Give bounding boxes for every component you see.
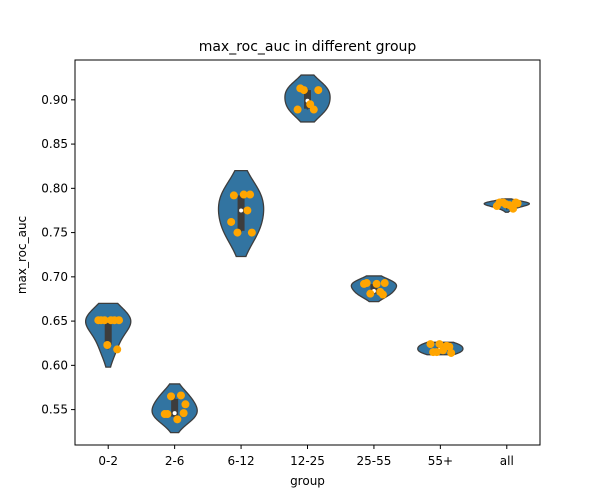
data-point-0-2 — [106, 316, 115, 325]
data-point-all — [501, 200, 510, 209]
data-point-6-12 — [247, 228, 256, 237]
data-point-55+ — [447, 348, 456, 357]
data-point-2-6 — [163, 410, 172, 419]
data-point-25-55 — [378, 290, 387, 299]
data-point-all — [511, 198, 520, 207]
iqr-box-2-6 — [171, 398, 179, 417]
x-axis-label: group — [290, 474, 325, 488]
x-tick-label: 0-2 — [98, 454, 118, 468]
data-point-0-2 — [103, 340, 112, 349]
data-point-2-6 — [173, 415, 182, 424]
data-point-25-55 — [380, 279, 389, 288]
y-tick-label: 0.60 — [41, 358, 68, 372]
data-point-all — [495, 198, 504, 207]
y-tick-label: 0.80 — [41, 181, 68, 195]
x-tick-label: 25-55 — [356, 454, 391, 468]
iqr-box-0-2 — [104, 320, 112, 345]
data-point-2-6 — [179, 409, 188, 418]
x-tick-label: 6-12 — [227, 454, 254, 468]
data-point-12-25 — [314, 86, 323, 95]
chart-title: max_roc_auc in different group — [199, 39, 417, 55]
data-point-12-25 — [306, 100, 315, 109]
y-tick-label: 0.55 — [41, 403, 68, 417]
plot-area — [84, 74, 531, 434]
data-point-2-6 — [176, 391, 185, 400]
data-point-55+ — [429, 348, 438, 357]
iqr-box-6-12 — [237, 195, 245, 231]
x-tick-label: 55+ — [428, 454, 453, 468]
x-tick-label: all — [500, 454, 514, 468]
data-point-6-12 — [246, 190, 255, 199]
data-point-0-2 — [113, 345, 122, 354]
y-tick-label: 0.75 — [41, 226, 68, 240]
data-point-55+ — [426, 340, 435, 349]
data-point-12-25 — [296, 84, 305, 93]
axes: 0.55 0.60 0.65 0.70 0.75 0.80 0.85 0.90 0-2 2-6 6-… — [41, 59, 541, 468]
data-point-25-55 — [362, 279, 371, 288]
data-point-55+ — [439, 346, 448, 355]
data-point-25-55 — [366, 289, 375, 298]
y-axis-label: max_roc_auc — [15, 216, 29, 294]
x-tick-label: 2-6 — [165, 454, 185, 468]
data-point-6-12 — [233, 228, 242, 237]
data-point-2-6 — [167, 392, 176, 401]
y-tick-label: 0.65 — [41, 314, 68, 328]
data-point-6-12 — [239, 190, 248, 199]
data-point-55+ — [445, 342, 454, 351]
iqr-box-25-55 — [370, 283, 378, 294]
median-marker-2-6 — [172, 411, 177, 416]
y-tick-label: 0.90 — [41, 93, 68, 107]
x-tick-label: 12-25 — [290, 454, 325, 468]
median-marker-6-12 — [239, 208, 244, 213]
data-point-6-12 — [227, 217, 236, 226]
data-point-12-25 — [293, 105, 302, 114]
data-point-2-6 — [181, 400, 190, 409]
data-point-0-2 — [115, 316, 124, 325]
data-point-55+ — [435, 340, 444, 349]
data-point-25-55 — [372, 279, 381, 288]
y-tick-label: 0.70 — [41, 270, 68, 284]
data-point-6-12 — [243, 206, 252, 215]
data-point-6-12 — [229, 191, 238, 200]
data-point-0-2 — [97, 316, 106, 325]
y-tick-label: 0.85 — [41, 137, 68, 151]
